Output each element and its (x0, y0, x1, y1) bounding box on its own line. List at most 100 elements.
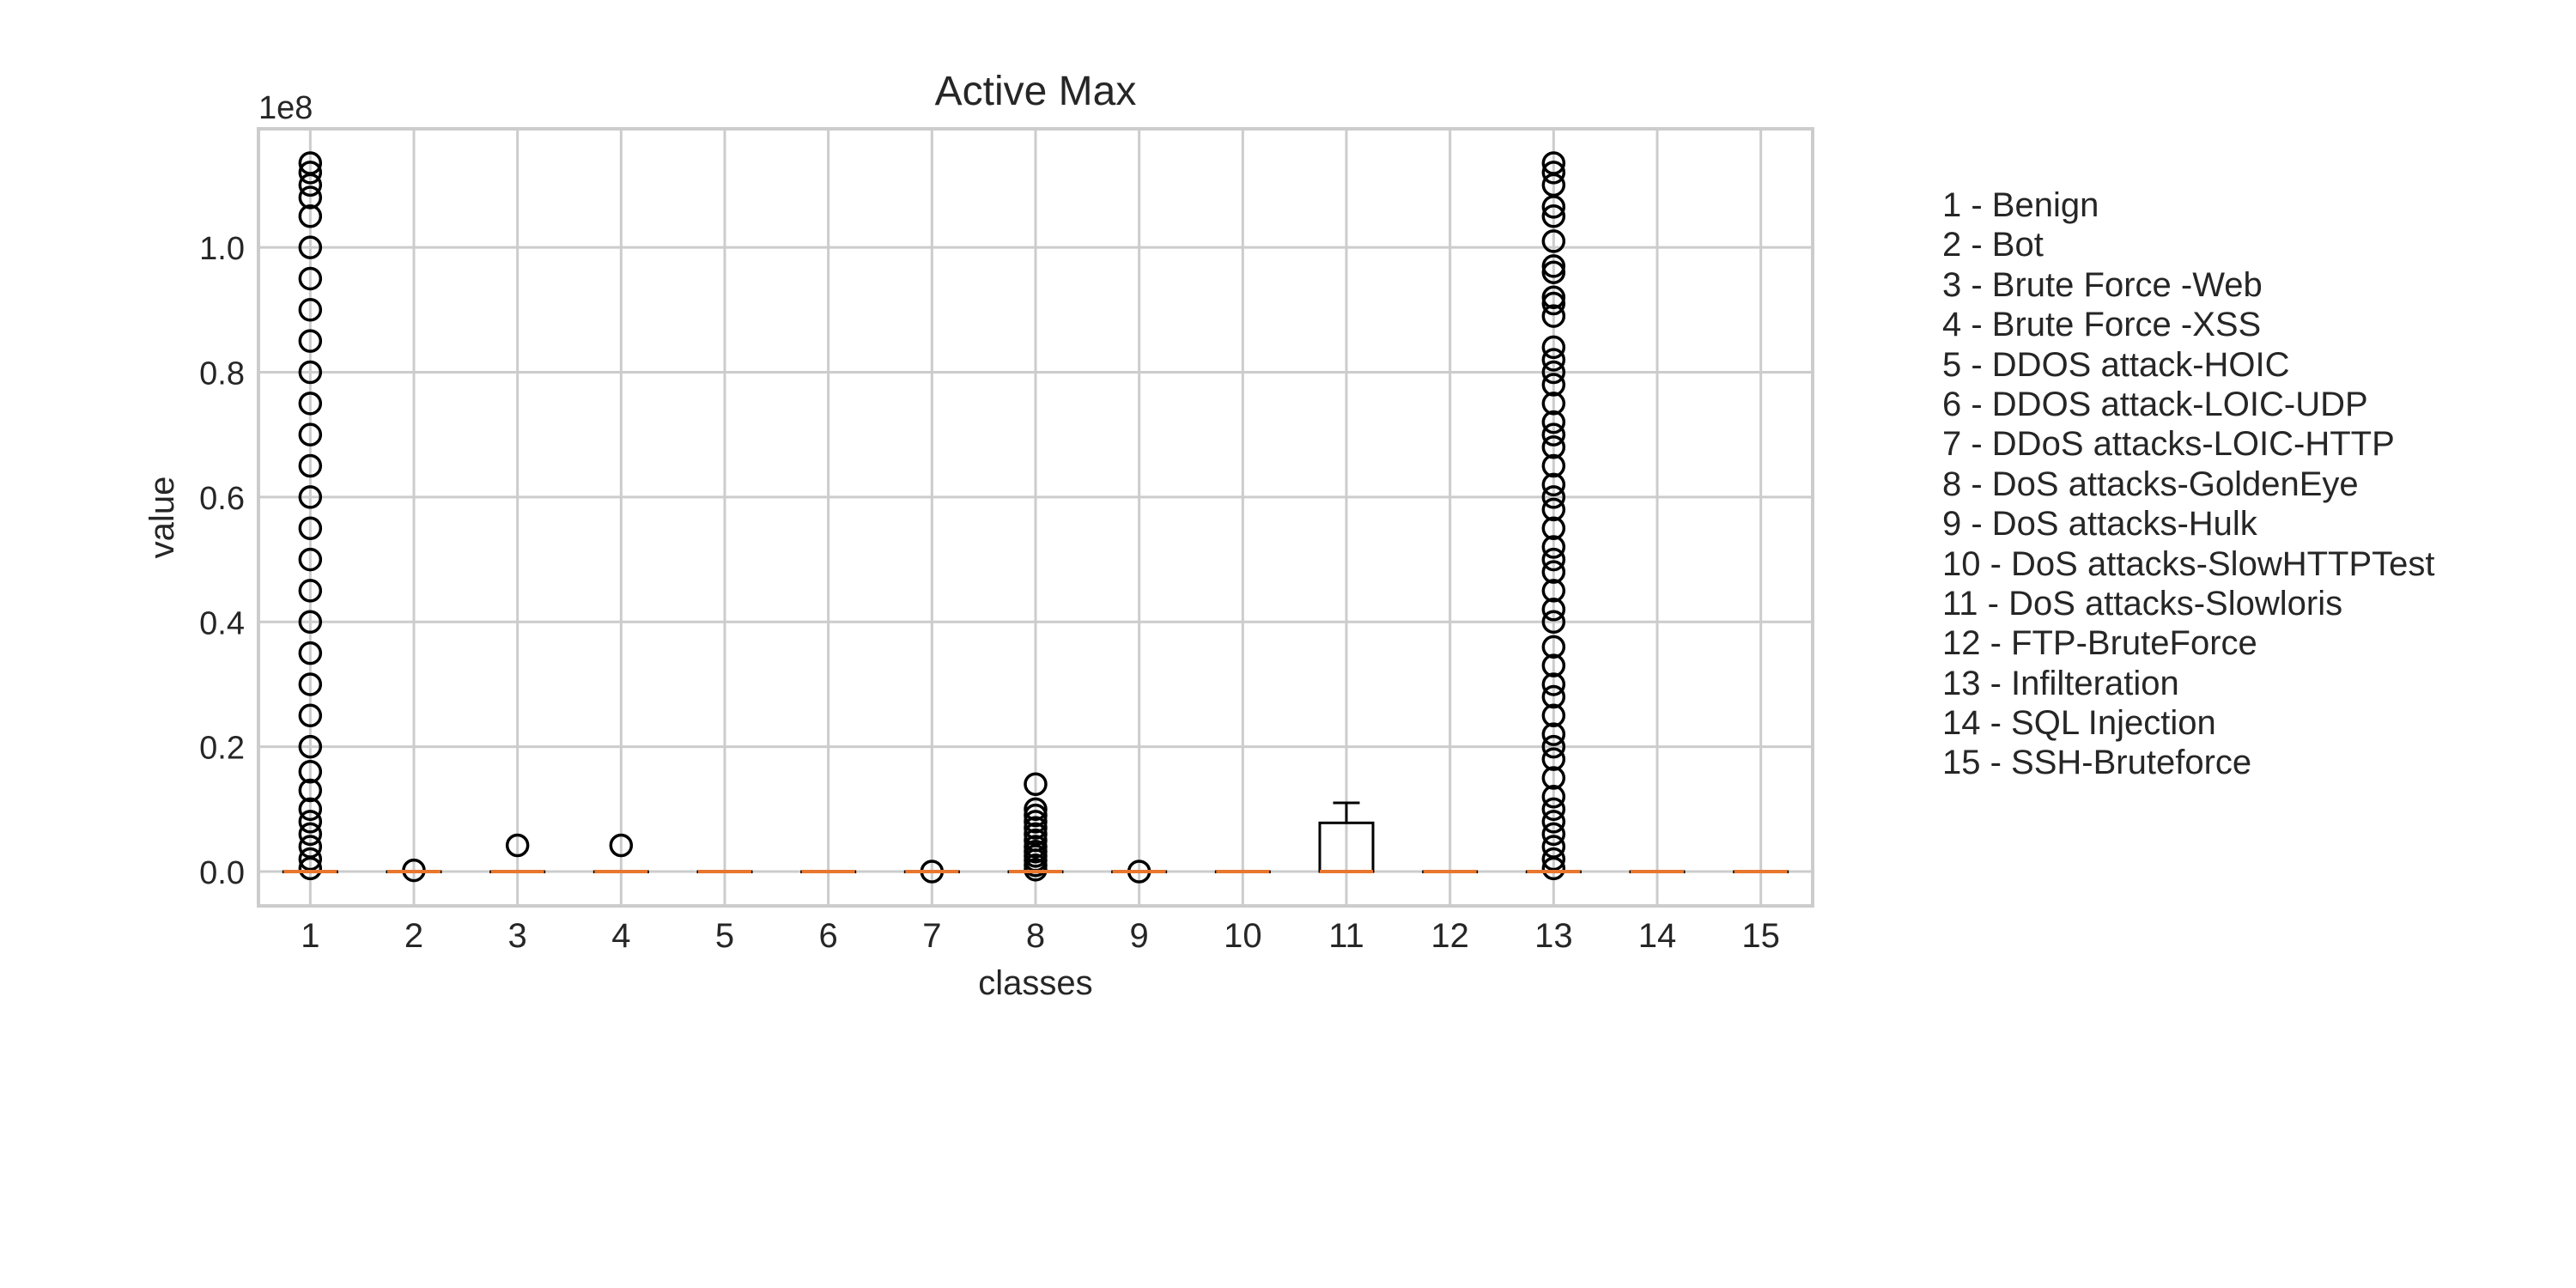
box-2 (386, 858, 442, 883)
outlier-point (1541, 373, 1566, 397)
outlier-point (1541, 579, 1566, 603)
outlier-point (1541, 822, 1566, 847)
outlier-point (298, 610, 323, 635)
outlier-point (298, 547, 323, 572)
outlier-point (298, 579, 323, 603)
outlier-point (1541, 747, 1566, 771)
outlier-point (1541, 516, 1566, 540)
outlier-point (1541, 597, 1566, 622)
outlier-point (1541, 847, 1566, 872)
outlier-point (1541, 410, 1566, 434)
outlier-point (1541, 360, 1566, 385)
outlier-point (1541, 684, 1566, 709)
y-tick-label: 0.4 (199, 605, 245, 641)
outlier-point (1541, 335, 1566, 360)
x-tick-label: 7 (922, 917, 941, 955)
x-tick-label: 8 (1026, 917, 1045, 955)
outlier-point (609, 833, 634, 858)
outlier-point (1541, 653, 1566, 677)
y-axis-label: value (143, 477, 181, 559)
outlier-point (298, 235, 323, 259)
x-tick-label: 1 (301, 917, 319, 955)
outlier-point (1541, 535, 1566, 559)
outlier-point (1024, 810, 1048, 834)
x-tick-label: 12 (1431, 917, 1469, 955)
outlier-point (1541, 472, 1566, 497)
outlier-point (298, 422, 323, 447)
outlier-point (1024, 797, 1048, 822)
legend-entry: 4 - Brute Force -XSS (1942, 306, 2262, 344)
outlier-point (1541, 734, 1566, 759)
outlier-point (298, 734, 323, 759)
outlier-point (298, 516, 323, 540)
outlier-point (298, 485, 323, 509)
outlier-point (1024, 816, 1048, 840)
outlier-point (1541, 610, 1566, 635)
outlier-point (298, 835, 323, 859)
outlier-point (1541, 285, 1566, 310)
outlier-point (298, 797, 323, 822)
outlier-point (1541, 434, 1566, 459)
y-tick-label: 0.8 (199, 355, 245, 392)
box-9 (1111, 860, 1168, 884)
outlier-point (298, 672, 323, 696)
legend-entry: 2 - Bot (1942, 226, 2044, 264)
legend-entry: 8 - DoS attacks-GoldenEye (1942, 465, 2359, 503)
outlier-point (1024, 772, 1048, 797)
box-13 (1525, 151, 1582, 881)
legend-entry: 3 - Brute Force -Web (1942, 265, 2263, 304)
outlier-point (1541, 635, 1566, 659)
x-tick-label: 10 (1224, 917, 1262, 955)
outlier-point (298, 641, 323, 665)
outlier-point (1541, 260, 1566, 284)
legend-entry: 12 - FTP-BruteForce (1942, 624, 2257, 663)
legend-entry: 5 - DDOS attack-HOIC (1942, 345, 2290, 384)
x-tick-label: 4 (611, 917, 630, 955)
outlier-point (1024, 828, 1048, 853)
y-axis-scale-label: 1e8 (258, 90, 313, 126)
outlier-point (1541, 785, 1566, 809)
outlier-point (1541, 254, 1566, 278)
outlier-point (298, 298, 323, 322)
outlier-point (1541, 151, 1566, 175)
legend-entry: 14 - SQL Injection (1942, 704, 2216, 743)
y-tick-label: 0.0 (199, 855, 245, 891)
outlier-point (298, 778, 323, 803)
outlier-point (1541, 672, 1566, 696)
grid-lines (258, 129, 1813, 906)
legend-entry: 7 - DDoS attacks-LOIC-HTTP (1942, 425, 2395, 464)
outlier-point (1541, 797, 1566, 822)
plot-area-frame (257, 127, 1814, 908)
legend-entry: 15 - SSH-Bruteforce (1942, 744, 2252, 782)
outlier-point (1024, 835, 1048, 859)
outlier-point (298, 329, 323, 353)
outlier-point (298, 360, 323, 385)
x-axis-label: classes (978, 964, 1092, 1002)
outlier-point (298, 392, 323, 416)
outlier-point (1541, 497, 1566, 522)
legend-entry: 10 - DoS attacks-SlowHTTPTest (1942, 544, 2435, 583)
outlier-point (1541, 766, 1566, 790)
y-tick-label: 1.0 (199, 231, 245, 267)
box-8 (1007, 772, 1064, 882)
outlier-point (1541, 835, 1566, 859)
legend-entry: 6 - DDOS attack-LOIC-UDP (1942, 385, 2368, 423)
x-tick-label: 14 (1638, 917, 1677, 955)
outlier-point (1541, 560, 1566, 584)
box-7 (903, 860, 960, 884)
outlier-point (298, 204, 323, 228)
outlier-point (298, 151, 323, 175)
outlier-point (1024, 822, 1048, 847)
axis-ticks: 0.00.20.40.60.81.01 2 3 4 5 6 7 8 9 10 11 12 13 14 15 (199, 231, 1780, 955)
y-tick-label: 0.6 (199, 481, 245, 517)
legend-entry: 11 - DoS attacks-Slowloris (1942, 584, 2343, 623)
box-11 (1318, 801, 1375, 874)
outlier-point (1541, 485, 1566, 509)
outlier-point (1541, 161, 1566, 185)
legend-entry: 13 - Infilteration (1942, 664, 2179, 702)
x-tick-label: 2 (404, 917, 423, 955)
legend-entry: 9 - DoS attacks-Hulk (1942, 505, 2257, 544)
outlier-point (298, 703, 323, 728)
x-tick-label: 13 (1534, 917, 1573, 955)
